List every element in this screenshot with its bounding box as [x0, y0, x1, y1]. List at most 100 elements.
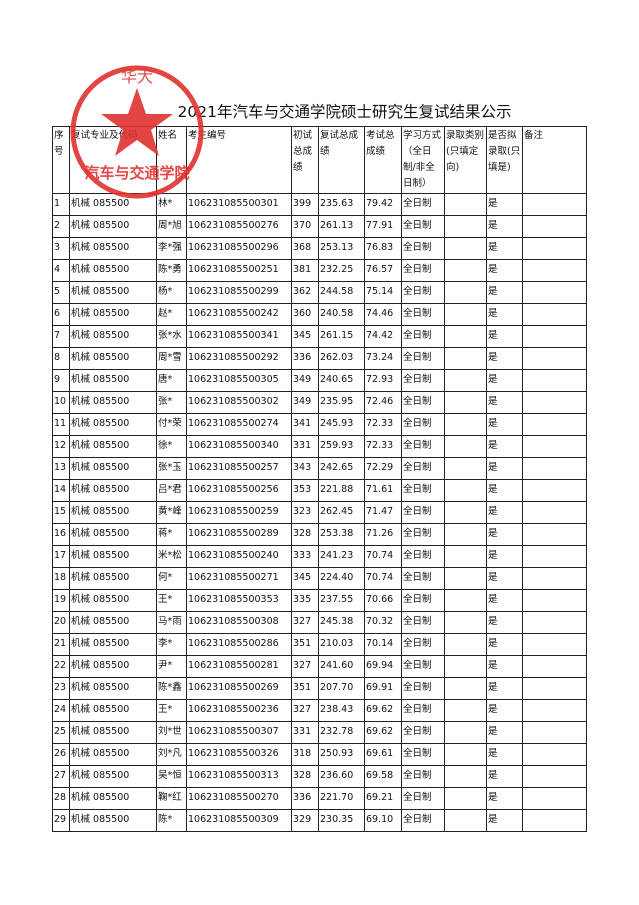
table-cell: 杨* — [156, 281, 187, 304]
table-cell: 是 — [486, 215, 523, 238]
table-cell: 机械 085500 — [69, 523, 157, 546]
table-cell: 71.26 — [364, 523, 402, 546]
table-cell: 是 — [486, 281, 523, 304]
table-cell: 259.93 — [318, 435, 365, 458]
table-cell: 76.57 — [364, 259, 402, 282]
table-cell — [444, 457, 487, 480]
table-cell: 351 — [291, 633, 319, 656]
table-cell: 全日制 — [401, 589, 445, 612]
table-cell: 69.94 — [364, 655, 402, 678]
table-cell: 17 — [52, 545, 70, 568]
table-cell — [444, 545, 487, 568]
table-cell — [522, 809, 587, 832]
table-cell: 全日制 — [401, 655, 445, 678]
column-header: 复试总成绩 — [318, 126, 365, 194]
table-cell: 399 — [291, 193, 319, 216]
table-cell: 全日制 — [401, 743, 445, 766]
table-cell: 29 — [52, 809, 70, 832]
table-cell — [444, 215, 487, 238]
page-title: 2021年汽车与交通学院硕士研究生复试结果公示 — [177, 103, 512, 121]
table-cell: 全日制 — [401, 237, 445, 260]
table-cell: 全日制 — [401, 633, 445, 656]
table-row: 12 机械 085500 徐* 106231085500340 331 259.93 72.… — [52, 435, 587, 458]
table-cell: 106231085500340 — [186, 435, 292, 458]
table-cell: 221.70 — [318, 787, 365, 810]
table-cell: 全日制 — [401, 677, 445, 700]
table-cell: 尹* — [156, 655, 187, 678]
table-cell — [444, 435, 487, 458]
table-cell: 全日制 — [401, 523, 445, 546]
column-header: 备注 — [522, 126, 587, 194]
table-cell: 是 — [486, 259, 523, 282]
table-cell: 106231085500302 — [186, 391, 292, 414]
table-cell: 刘*世 — [156, 721, 187, 744]
table-cell: 106231085500281 — [186, 655, 292, 678]
table-cell: 赵* — [156, 303, 187, 326]
table-row: 16 机械 085500 蒋* 106231085500289 328 253.38 71.… — [52, 523, 587, 546]
table-cell — [444, 237, 487, 260]
table-cell: 是 — [486, 589, 523, 612]
table-cell: 机械 085500 — [69, 611, 157, 634]
table-cell: 69.21 — [364, 787, 402, 810]
table-cell: 全日制 — [401, 611, 445, 634]
table-cell: 是 — [486, 765, 523, 788]
table-cell: 232.25 — [318, 259, 365, 282]
table-cell: 8 — [52, 347, 70, 370]
table-cell — [444, 193, 487, 216]
table-cell: 7 — [52, 325, 70, 348]
table-cell: 106231085500274 — [186, 413, 292, 436]
table-cell: 20 — [52, 611, 70, 634]
table-cell: 18 — [52, 567, 70, 590]
table-cell: 全日制 — [401, 479, 445, 502]
table-cell: 机械 085500 — [69, 369, 157, 392]
table-cell — [522, 589, 587, 612]
table-cell — [444, 765, 487, 788]
table-cell — [522, 567, 587, 590]
table-cell: 徐* — [156, 435, 187, 458]
table-cell: 全日制 — [401, 545, 445, 568]
table-cell: 106231085500307 — [186, 721, 292, 744]
table-cell: 13 — [52, 457, 70, 480]
table-cell: 全日制 — [401, 193, 445, 216]
table-cell: 全日制 — [401, 303, 445, 326]
table-cell: 345 — [291, 567, 319, 590]
table-cell: 全日制 — [401, 281, 445, 304]
table-row: 20 机械 085500 马*雨 106231085500308 327 245.38 70… — [52, 611, 587, 634]
table-cell: 70.32 — [364, 611, 402, 634]
table-cell: 328 — [291, 523, 319, 546]
table-cell — [522, 215, 587, 238]
table-cell: 240.58 — [318, 303, 365, 326]
table-cell — [522, 765, 587, 788]
table-cell: 106231085500341 — [186, 325, 292, 348]
table-cell: 是 — [486, 457, 523, 480]
table-row: 3 机械 085500 李*强 106231085500296 368 253.13 76.… — [52, 237, 587, 260]
table-header-row: 序号 复试专业及代码 姓名 考生编号 初试总成绩 复试总成绩 考试总成绩 学习方式（全日制/非… — [52, 126, 587, 194]
column-header: 序号 — [52, 126, 70, 194]
table-cell: 329 — [291, 809, 319, 832]
table-cell: 21 — [52, 633, 70, 656]
table-row: 14 机械 085500 吕*君 106231085500256 353 221.88 71… — [52, 479, 587, 502]
table-cell: 22 — [52, 655, 70, 678]
table-cell: 335 — [291, 589, 319, 612]
table-cell: 370 — [291, 215, 319, 238]
table-cell — [522, 633, 587, 656]
table-cell: 353 — [291, 479, 319, 502]
table-cell: 陈* — [156, 809, 187, 832]
table-cell — [522, 281, 587, 304]
table-cell: 74.46 — [364, 303, 402, 326]
table-cell — [444, 743, 487, 766]
table-cell: 106231085500271 — [186, 567, 292, 590]
table-cell: 253.13 — [318, 237, 365, 260]
table-cell: 是 — [486, 237, 523, 260]
table-cell: 陈*鑫 — [156, 677, 187, 700]
table-cell: 2 — [52, 215, 70, 238]
table-row: 5 机械 085500 杨* 106231085500299 362 244.58 75.1… — [52, 281, 587, 304]
table-cell: 69.61 — [364, 743, 402, 766]
table-cell: 全日制 — [401, 369, 445, 392]
table-cell: 是 — [486, 809, 523, 832]
table-cell: 336 — [291, 347, 319, 370]
table-cell — [522, 523, 587, 546]
table-cell: 106231085500286 — [186, 633, 292, 656]
table-cell — [444, 677, 487, 700]
table-cell: 机械 085500 — [69, 303, 157, 326]
